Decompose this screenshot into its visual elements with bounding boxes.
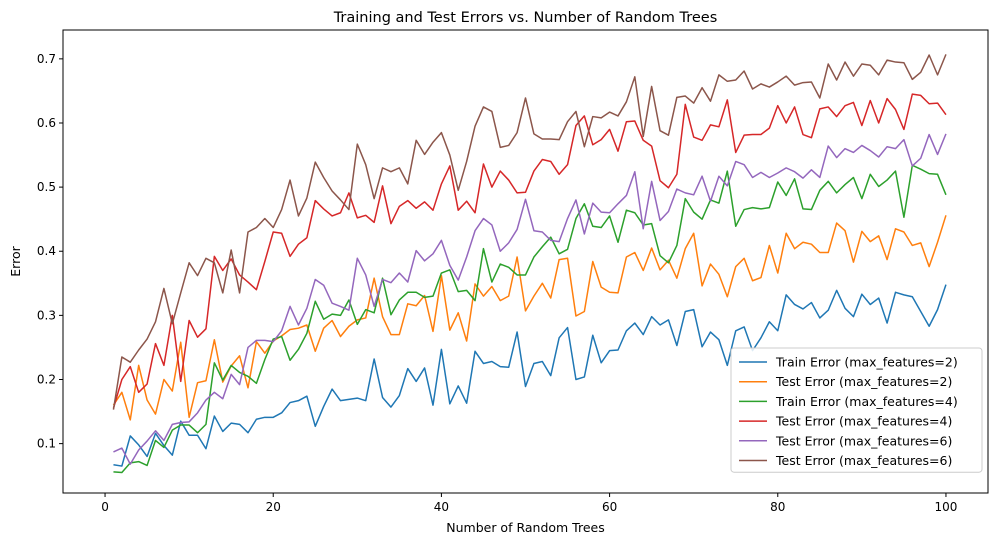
legend-entry: Train Error (max_features=4) [775,394,958,409]
x-tick-label: 40 [434,500,449,514]
legend-entry: Train Error (max_features=2) [775,355,958,370]
legend-entry: Test Error (max_features=6) [775,433,952,448]
series-line-5 [113,133,947,465]
x-axis-label: Number of Random Trees [446,520,605,535]
y-tick-label: 0.5 [37,180,56,194]
legend: Train Error (max_features=2) Test Error (… [730,347,983,473]
legend-entry: Test Error (max_features=4) [775,414,952,429]
legend-box [730,347,983,473]
chart-title: Training and Test Errors vs. Number of R… [333,10,718,26]
y-axis-label: Error [8,245,23,276]
x-tick-label: 100 [935,500,958,514]
y-tick-label: 0.4 [37,244,56,258]
legend-entry: Test Error (max_features=6) [775,453,952,468]
x-tick-label: 80 [770,500,785,514]
axes-frame [62,29,989,494]
series-line-4 [112,93,947,409]
series-line-1 [113,284,947,467]
x-tick-label: 0 [101,500,109,514]
y-tick-label: 0.6 [37,116,56,130]
series-layer [112,54,947,474]
series-line-6 [112,54,947,410]
x-tick-label: 20 [266,500,281,514]
y-tick-label: 0.3 [37,308,56,322]
x-axis-ticks: 0 20 40 60 80 100 [101,493,957,514]
x-tick-label: 60 [602,500,617,514]
legend-entry: Test Error (max_features=2) [775,374,952,389]
y-tick-label: 0.1 [37,437,56,451]
y-tick-label: 0.2 [37,372,56,386]
series-line-2 [112,215,947,421]
y-axis-ticks: 0.1 0.2 0.3 0.4 0.5 0.6 0.7 [37,52,63,451]
y-tick-label: 0.7 [37,52,56,66]
series-line-3 [113,164,947,474]
